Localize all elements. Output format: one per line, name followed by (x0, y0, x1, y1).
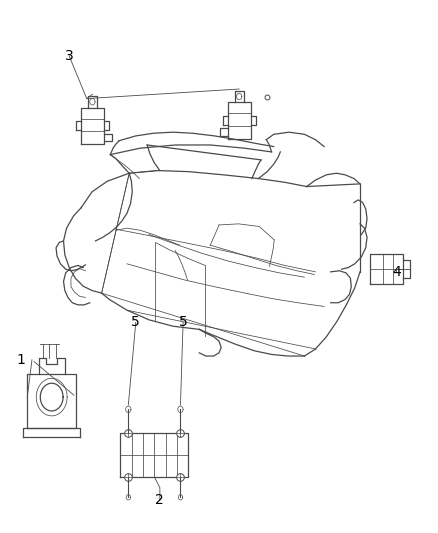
Text: 2: 2 (155, 493, 164, 507)
Text: 1: 1 (17, 353, 25, 367)
Text: 4: 4 (392, 265, 401, 279)
Text: 3: 3 (65, 49, 74, 63)
Text: 5: 5 (131, 316, 140, 329)
Text: 5: 5 (179, 316, 187, 329)
